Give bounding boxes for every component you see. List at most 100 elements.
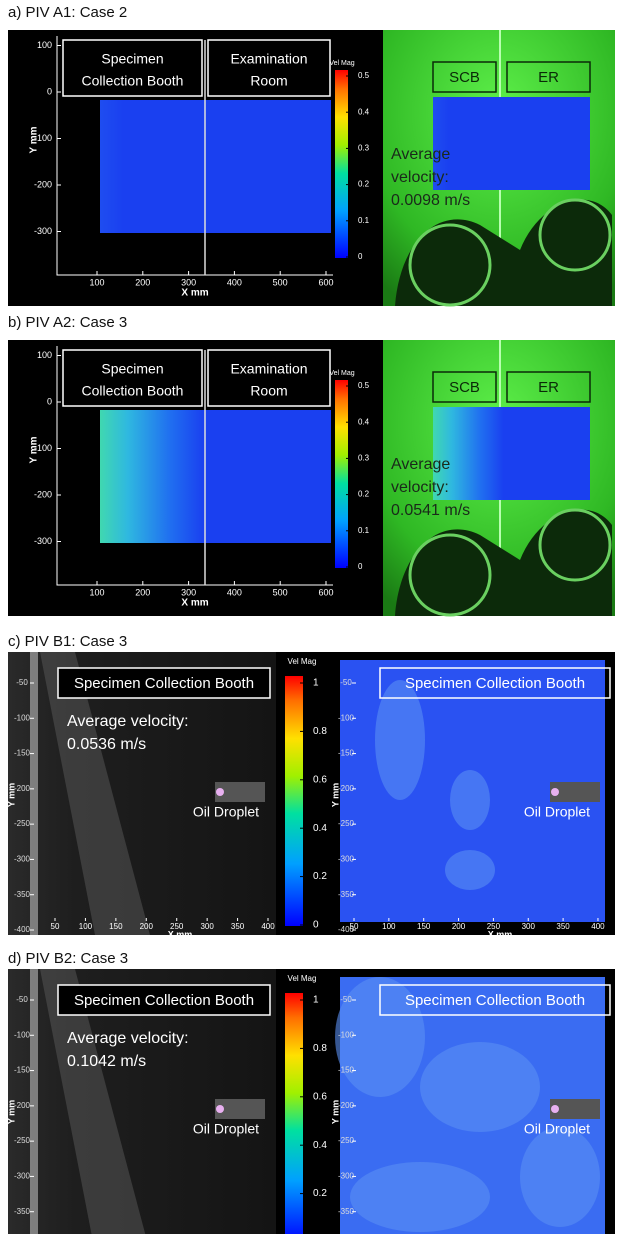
y-tick-label: -250 xyxy=(14,819,31,828)
colorbar-tick-label: 0.8 xyxy=(313,726,327,737)
colorbar-tick-label: 0.5 xyxy=(358,381,370,390)
y-tick-label: -150 xyxy=(14,1066,31,1075)
panel-title: d) PIV B2: Case 3 xyxy=(8,950,128,967)
region-label: Specimen Collection Booth xyxy=(405,675,585,692)
apparatus-ring xyxy=(408,223,492,307)
panel-title: c) PIV B1: Case 3 xyxy=(8,633,127,650)
region-box xyxy=(57,984,271,1016)
average-velocity: 0.0536 m/s xyxy=(67,736,146,753)
colorbar-tick-label: 0.6 xyxy=(313,774,327,785)
colorbar-tick-label: 0.4 xyxy=(313,1140,327,1151)
average-velocity: 0.0541 m/s xyxy=(391,502,470,519)
axis-frame xyxy=(56,346,333,586)
cb-background xyxy=(276,652,333,935)
x-tick-label: 300 xyxy=(200,922,214,931)
axis-strip xyxy=(30,969,38,1234)
average-velocity: Average velocity: xyxy=(67,1030,189,1047)
average-velocity: Average xyxy=(391,146,450,163)
region-label: Room xyxy=(250,383,287,399)
average-velocity: velocity: xyxy=(391,479,449,496)
x-tick-label: 250 xyxy=(487,922,501,931)
x-tick-label: 600 xyxy=(318,587,333,597)
x-tick-label: 200 xyxy=(452,922,466,931)
x-tick-label: 400 xyxy=(227,587,242,597)
region-label: Examination xyxy=(230,361,307,377)
region-label: ER xyxy=(538,69,559,86)
velocity-field xyxy=(100,100,331,233)
y-tick-label: -250 xyxy=(338,1136,355,1145)
average-velocity: 0.1042 m/s xyxy=(67,1053,146,1070)
y-tick-label: -200 xyxy=(34,179,52,189)
region-label: Specimen xyxy=(101,361,163,377)
colorbar-title: Vel Mag xyxy=(329,370,354,377)
x-axis-label: X mm xyxy=(181,288,208,299)
region-box xyxy=(62,39,203,97)
photo-field xyxy=(433,97,590,190)
apparatus-ring xyxy=(538,198,612,272)
y-tick-label: -300 xyxy=(14,1172,31,1181)
colorbar-tick-label: 0.2 xyxy=(313,871,327,882)
field-patch xyxy=(420,1042,540,1132)
x-tick-label: 200 xyxy=(140,922,154,931)
colorbar-tick-label: 0.4 xyxy=(313,823,327,834)
x-tick-label: 50 xyxy=(51,922,60,931)
y-tick-label: -100 xyxy=(34,133,52,143)
field-patch xyxy=(445,850,495,890)
light-streak xyxy=(40,652,150,935)
y-tick-label: -200 xyxy=(14,1101,31,1110)
y-axis-label: Y mm xyxy=(6,1100,16,1124)
droplet-label: Oil Droplet xyxy=(524,1121,590,1137)
x-tick-label: 200 xyxy=(135,277,150,287)
droplet xyxy=(216,788,224,796)
region-label: Specimen xyxy=(101,51,163,67)
x-tick-label: 100 xyxy=(382,922,396,931)
droplet xyxy=(216,1105,224,1113)
x-tick-label: 50 xyxy=(350,922,359,931)
region-label: Specimen Collection Booth xyxy=(74,992,254,1009)
colorbar-tick-label: 0.2 xyxy=(358,490,370,499)
x-tick-label: 250 xyxy=(170,922,184,931)
y-tick-label: -200 xyxy=(338,784,355,793)
x-tick-label: 600 xyxy=(318,277,333,287)
x-tick-label: 300 xyxy=(181,277,196,287)
colorbar-title: Vel Mag xyxy=(329,60,354,67)
field-patch xyxy=(350,1162,490,1232)
y-tick-label: -50 xyxy=(16,678,28,687)
colorbar-tick-label: 0.3 xyxy=(358,454,370,463)
y-axis-label: Y mm xyxy=(29,126,40,153)
y-tick-label: -50 xyxy=(340,995,352,1004)
region-label: Collection Booth xyxy=(82,73,184,89)
axis-frame xyxy=(56,36,333,276)
region-label: SCB xyxy=(449,379,480,396)
colorbar-tick-label: 1 xyxy=(313,678,319,689)
droplet-image xyxy=(215,1099,265,1119)
colorbar-title: Vel Mag xyxy=(288,657,317,666)
y-tick-label: -350 xyxy=(338,890,355,899)
region-label: Specimen Collection Booth xyxy=(405,992,585,1009)
x-axis-label: X mm xyxy=(168,929,193,939)
y-tick-label: -400 xyxy=(14,925,31,934)
x-tick-label: 350 xyxy=(231,922,245,931)
region-box xyxy=(432,371,497,403)
panel-title: a) PIV A1: Case 2 xyxy=(8,4,127,21)
y-tick-label: -350 xyxy=(14,1207,31,1216)
x-tick-label: 100 xyxy=(89,587,104,597)
region-label: Collection Booth xyxy=(82,383,184,399)
apparatus-ring xyxy=(408,533,492,617)
panel-title: b) PIV A2: Case 3 xyxy=(8,314,127,331)
x-tick-label: 400 xyxy=(261,922,275,931)
y-axis-label: Y mm xyxy=(330,1100,340,1124)
average-velocity: velocity: xyxy=(391,169,449,186)
colorbar-tick-label: 0.8 xyxy=(313,1043,327,1054)
y-axis-label: Y mm xyxy=(29,436,40,463)
colorbar-tick-label: 0.4 xyxy=(358,417,370,426)
y-tick-label: -100 xyxy=(14,713,31,722)
colorbar-tick-label: 0 xyxy=(313,920,319,931)
y-tick-label: -250 xyxy=(338,819,355,828)
droplet-label: Oil Droplet xyxy=(193,1121,259,1137)
droplet-label: Oil Droplet xyxy=(193,804,259,820)
y-tick-label: -200 xyxy=(338,1101,355,1110)
x-tick-label: 150 xyxy=(417,922,431,931)
region-box xyxy=(207,39,331,97)
